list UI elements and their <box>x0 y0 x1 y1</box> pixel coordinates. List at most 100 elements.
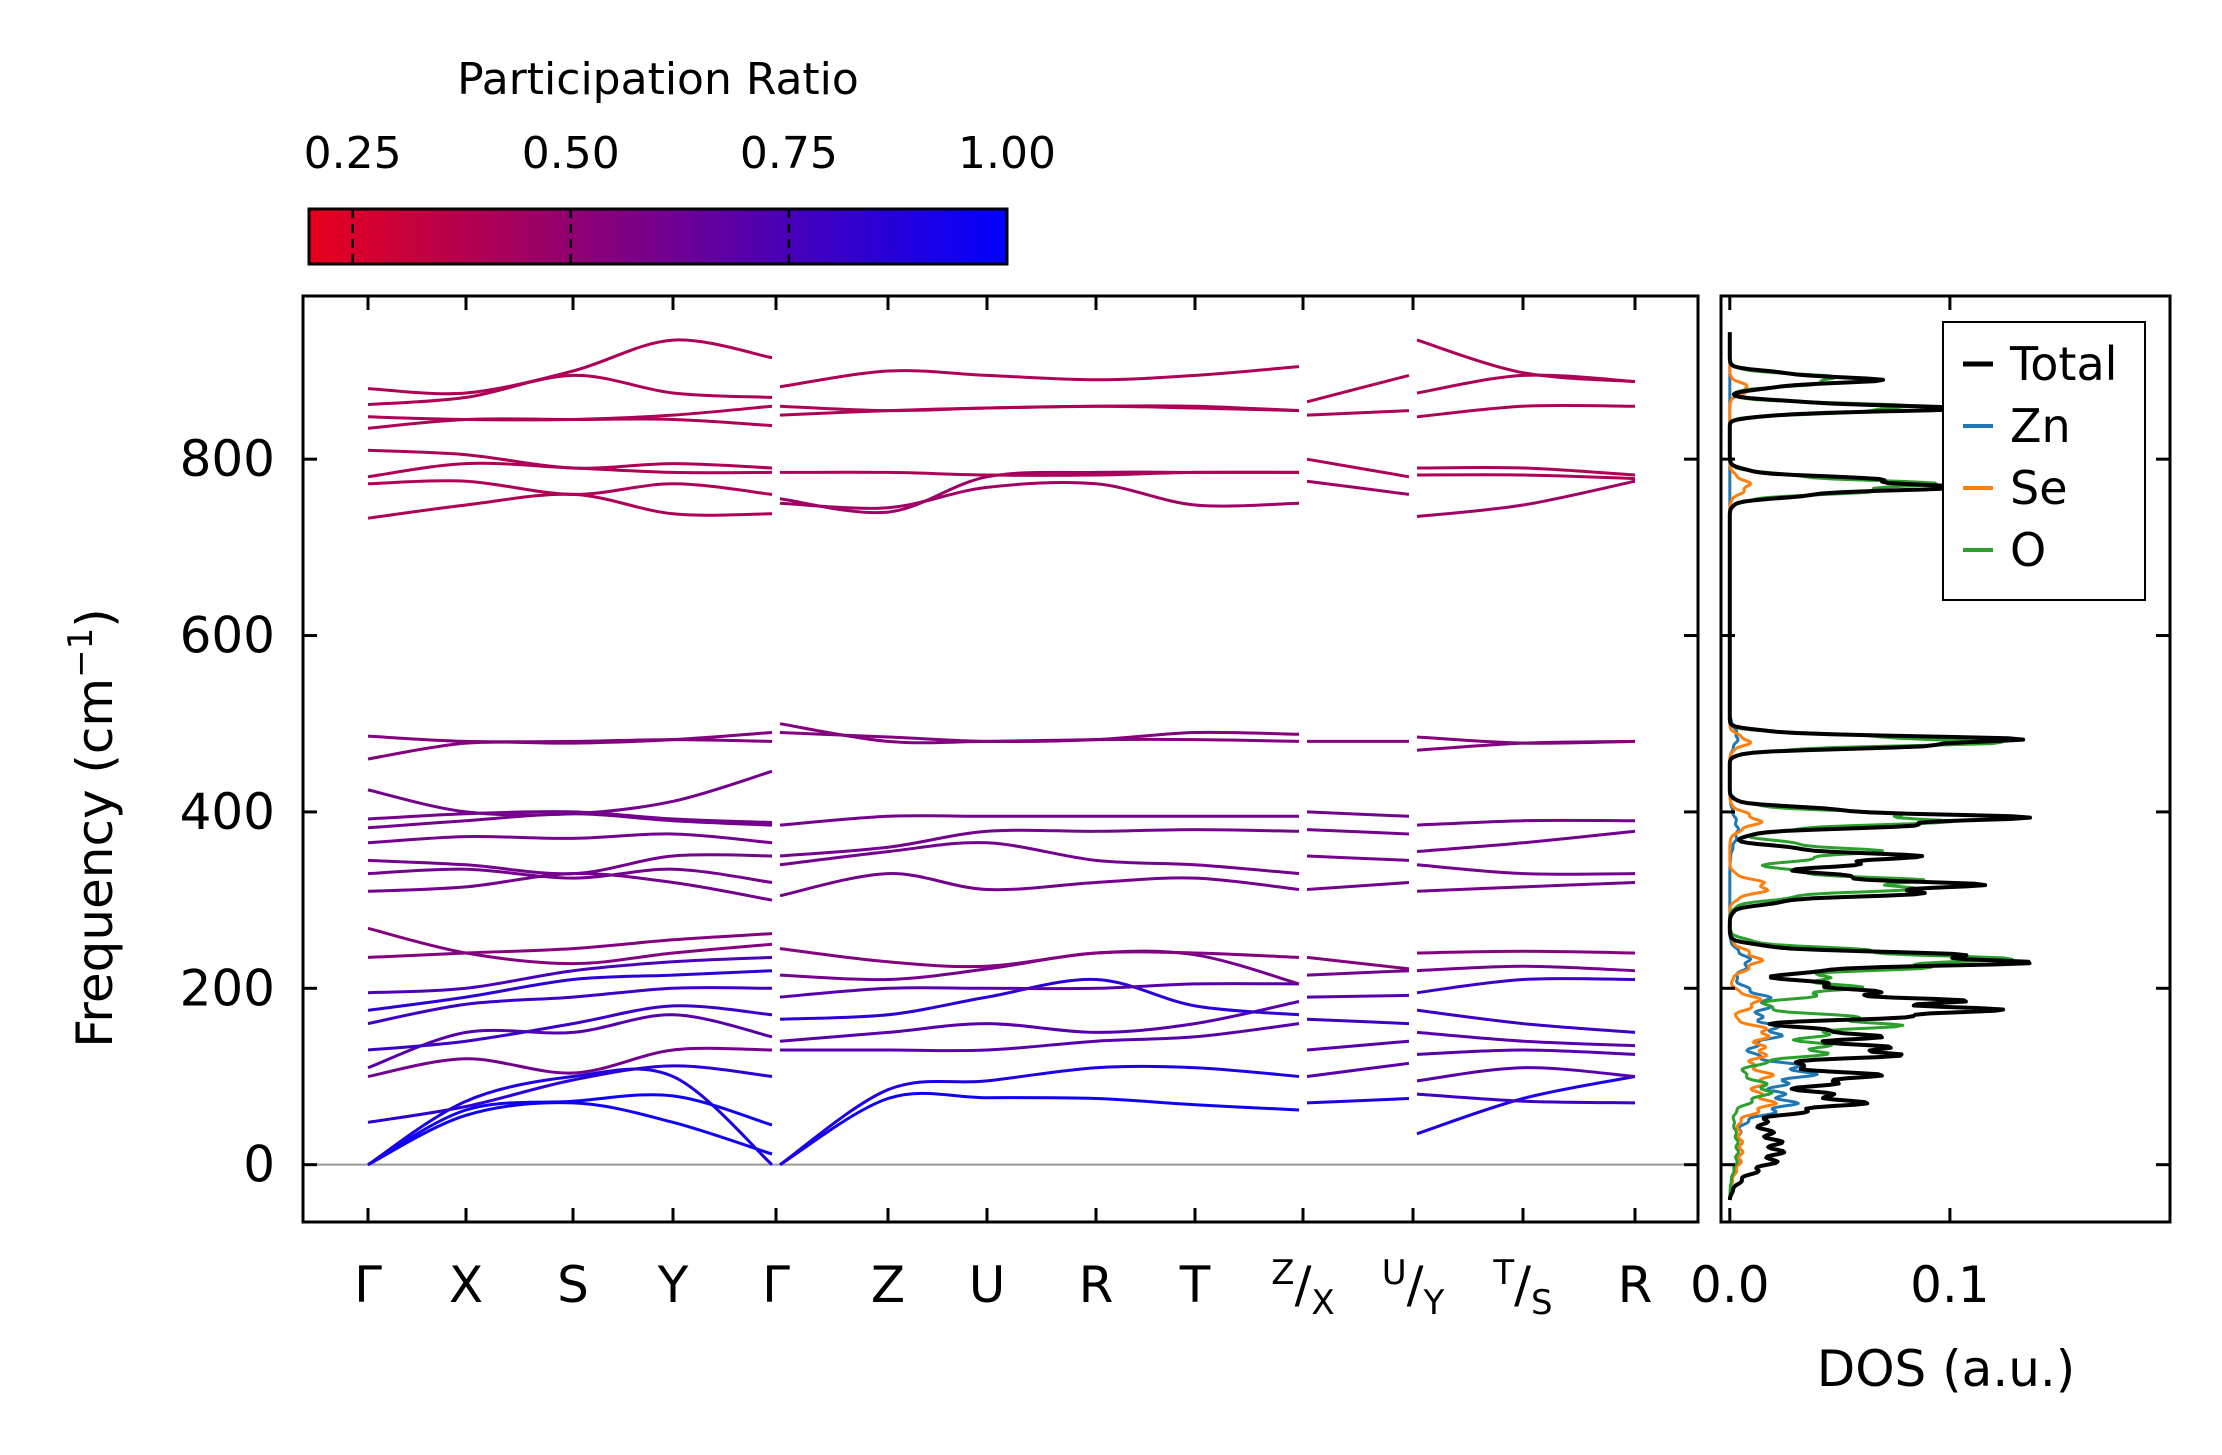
colorbar-tick-label: 0.75 <box>740 128 838 179</box>
band-line <box>1306 409 1410 417</box>
band-line <box>779 404 1300 413</box>
band-line <box>1416 964 1636 973</box>
band-line <box>1416 735 1636 745</box>
band-line <box>1416 863 1636 876</box>
x-tick-label: R <box>1079 1256 1114 1314</box>
band-lines <box>367 338 1636 1167</box>
band-line <box>367 969 773 1012</box>
x-tick-label: U <box>969 1256 1006 1314</box>
band-line <box>779 982 1300 999</box>
band-line <box>1306 881 1410 891</box>
band-line <box>1306 373 1410 404</box>
legend-label: Total <box>2009 337 2117 391</box>
dos-panel: 0.0 0.1 DOS (a.u.) Total Zn Se O <box>1690 294 2172 1398</box>
band-line <box>1306 828 1410 836</box>
band-line <box>1416 1075 1636 1136</box>
band-line <box>1416 949 1636 955</box>
band-line <box>1416 479 1636 518</box>
band-line <box>779 1091 1300 1166</box>
y-tick-label: 600 <box>180 607 275 665</box>
band-line <box>367 832 773 845</box>
band-line <box>1306 854 1410 862</box>
band-line <box>367 1013 773 1070</box>
band-line <box>1306 1097 1410 1105</box>
band-line <box>367 448 773 470</box>
band-line <box>1306 457 1410 479</box>
band-line <box>779 722 1300 745</box>
band-line <box>1416 1030 1636 1048</box>
x-tick-label: U/Y <box>1382 1253 1445 1323</box>
x-tick-label: Γ <box>762 1256 790 1314</box>
band-line <box>1416 1008 1636 1034</box>
dos-x-tick-label: 0.0 <box>1690 1256 1770 1314</box>
band-line <box>367 932 773 959</box>
x-tick-label: Z/X <box>1271 1253 1334 1323</box>
band-line <box>779 828 1300 858</box>
band-line <box>1416 373 1636 395</box>
y-tick-label: 400 <box>180 783 275 841</box>
band-line <box>1306 1017 1410 1026</box>
x-tick-label: X <box>449 1256 483 1314</box>
band-line <box>779 481 1300 510</box>
dos-axes: 0.0 0.1 <box>1690 296 2170 1314</box>
band-axes: 0 200 400 600 800 Γ X S Y Γ Z U R T Z/X U/Y T/S R <box>180 296 1698 1323</box>
band-line <box>367 338 773 396</box>
x-tick-label: T/S <box>1492 1253 1552 1323</box>
band-line <box>367 404 773 422</box>
dos-line-se <box>1728 332 1778 1201</box>
colorbar-ticks: 0.25 0.50 0.75 1.00 <box>304 128 1056 264</box>
band-line <box>779 1000 1300 1043</box>
band-line <box>367 1046 773 1078</box>
band-line <box>779 872 1300 898</box>
band-line <box>367 734 773 744</box>
band-line <box>779 814 1299 827</box>
band-line <box>779 949 1300 986</box>
band-line <box>1306 810 1410 818</box>
legend-items: Total Zn Se O <box>1963 337 2117 577</box>
legend-label: Se <box>2010 461 2068 515</box>
band-line <box>367 1004 773 1052</box>
band-line <box>1306 1039 1410 1052</box>
band-line <box>780 1022 1300 1053</box>
band-line <box>779 365 1300 389</box>
band-line <box>779 470 1300 477</box>
band-line <box>1416 473 1636 481</box>
band-line <box>779 947 1300 969</box>
band-line <box>367 867 773 884</box>
band-line <box>367 769 773 817</box>
band-line <box>1416 977 1636 995</box>
band-line <box>1306 955 1410 971</box>
band-line <box>1416 403 1636 419</box>
legend-label: O <box>2010 523 2046 577</box>
dos-line-total <box>1727 331 2032 1201</box>
band-line <box>367 492 773 520</box>
colorbar-gradient <box>307 207 1009 266</box>
legend: Total Zn Se O <box>1942 321 2146 601</box>
y-tick-label: 0 <box>243 1136 275 1194</box>
band-line <box>367 373 773 406</box>
band-line <box>367 1067 773 1166</box>
band-line <box>1416 1048 1636 1056</box>
band-line <box>367 853 773 876</box>
y-axis-label: Frequency (cm−1) <box>61 608 124 1048</box>
dos-x-axis-label: DOS (a.u.) <box>1817 1340 2076 1398</box>
x-tick-label: R <box>1618 1256 1653 1314</box>
band-line <box>367 479 773 496</box>
band-line <box>367 731 773 761</box>
band-line <box>1416 881 1636 893</box>
x-tick-label: T <box>1179 1256 1211 1314</box>
band-line <box>1416 1066 1636 1083</box>
band-line <box>367 926 773 966</box>
band-line <box>367 1064 773 1124</box>
y-tick-label: 800 <box>180 430 275 488</box>
colorbar-tick-label: 0.50 <box>522 128 620 179</box>
band-line <box>1416 818 1636 827</box>
dos-lines <box>1727 331 2032 1201</box>
band-line <box>1416 829 1636 854</box>
dos-plot-frame <box>1719 294 2172 1224</box>
x-tick-label: Y <box>657 1256 689 1314</box>
band-line <box>367 810 773 824</box>
band-line <box>1306 969 1410 977</box>
y-tick-label: 200 <box>180 959 275 1017</box>
band-line <box>779 977 1300 1021</box>
